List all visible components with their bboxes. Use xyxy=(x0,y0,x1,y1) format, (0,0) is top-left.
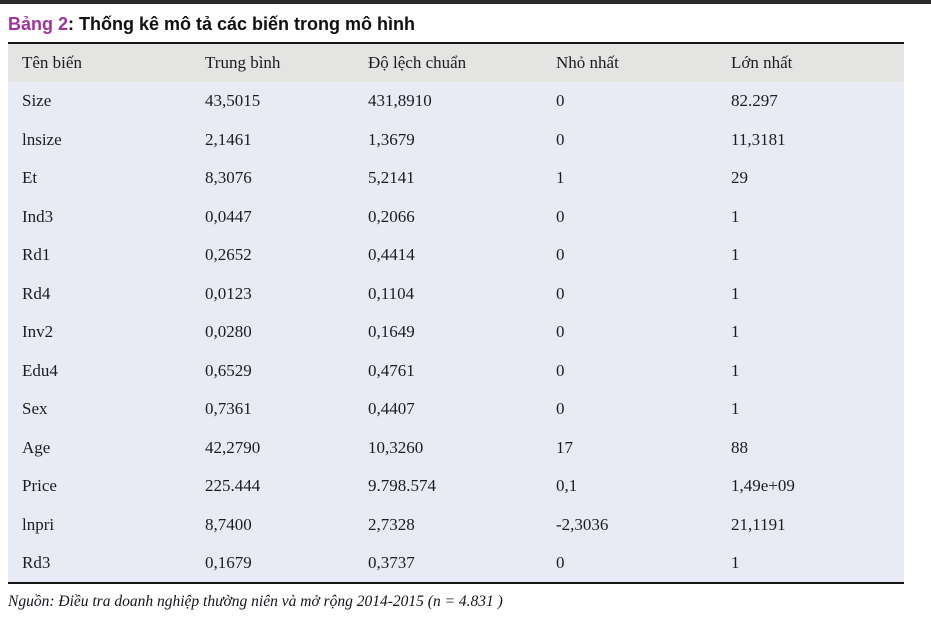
table-cell: 11,3181 xyxy=(731,129,786,149)
table-cell: 1 xyxy=(731,360,740,380)
table-cell: 0,4407 xyxy=(368,399,415,419)
table-cell: 2,7328 xyxy=(368,514,415,534)
table-cell: 1 xyxy=(731,322,740,342)
table-cell: 0 xyxy=(556,245,565,265)
table-cell: 9.798.574 xyxy=(368,476,436,496)
cell-variable-name: Ind3 xyxy=(22,206,54,226)
top-divider-bar xyxy=(0,0,931,4)
table-row: lnsize 2,1461 1,3679 0 11,3181 xyxy=(8,120,904,159)
table-cell: 1 xyxy=(556,168,565,188)
cell-variable-name: Rd3 xyxy=(22,552,51,572)
table-cell: 1 xyxy=(731,206,740,226)
table-cell: 0,3737 xyxy=(368,552,415,572)
table-body: Size 43,5015 431,8910 0 82.297 lnsize 2,1461 1,… xyxy=(8,82,904,583)
table-cell: 88 xyxy=(731,437,748,457)
table-header: Tên biến Trung bình Độ lệch chuẩn Nhỏ nhất L… xyxy=(8,43,904,82)
table-row: Edu4 0,6529 0,4761 0 1 xyxy=(8,351,904,390)
table-cell: 1 xyxy=(731,399,740,419)
cell-variable-name: Et xyxy=(22,168,38,188)
cell-variable-name: Price xyxy=(22,476,57,496)
table-row: Price 225.444 9.798.574 0,1 1,49e+09 xyxy=(8,467,904,506)
table-cell: 29 xyxy=(731,168,748,188)
table-cell: 0,6529 xyxy=(205,360,252,380)
table-cell: 42,2790 xyxy=(205,437,261,457)
table-row: Ind3 0,0447 0,2066 0 1 xyxy=(8,197,904,236)
table-cell: 0,0280 xyxy=(205,322,252,342)
table-cell: 0 xyxy=(556,399,565,419)
cell-variable-name: Age xyxy=(22,437,51,457)
column-header-3: Độ lệch chuẩn xyxy=(368,53,467,72)
table-cell: 1 xyxy=(731,283,740,303)
table-cell: 0 xyxy=(556,129,565,149)
table-cell: 0,1 xyxy=(556,476,578,496)
cell-variable-name: Sex xyxy=(22,399,48,419)
table-cell: 0 xyxy=(556,322,565,342)
column-header-5: Lớn nhất xyxy=(731,53,793,72)
table-cell: 8,7400 xyxy=(205,514,252,534)
table-cell: 1 xyxy=(731,552,740,572)
table-cell: -2,3036 xyxy=(556,514,609,534)
table-cell: 1,49e+09 xyxy=(731,476,795,496)
table-cell: 0,0123 xyxy=(205,283,252,303)
table-number-label: Bảng 2 xyxy=(8,14,69,34)
table-row: Rd3 0,1679 0,3737 0 1 xyxy=(8,544,904,583)
table-cell: 21,1191 xyxy=(731,514,786,534)
table-cell: 0,1649 xyxy=(368,322,415,342)
cell-variable-name: lnsize xyxy=(22,129,62,149)
cell-variable-name: Size xyxy=(22,91,52,111)
table-cell: 82.297 xyxy=(731,91,778,111)
table-row: Rd4 0,0123 0,1104 0 1 xyxy=(8,274,904,313)
column-header-1: Tên biến xyxy=(22,53,82,72)
cell-variable-name: lnpri xyxy=(22,514,55,534)
column-header-4: Nhỏ nhất xyxy=(556,53,619,72)
page-title: Bảng 2: Thống kê mô tả các biến trong mô… xyxy=(8,12,931,36)
descriptive-statistics-table: Tên biến Trung bình Độ lệch chuẩn Nhỏ nhất L… xyxy=(8,42,904,584)
table-cell: 0,0447 xyxy=(205,206,252,226)
table-cell: 1,3679 xyxy=(368,129,415,149)
cell-variable-name: Rd1 xyxy=(22,245,51,265)
table-cell: 0,2066 xyxy=(368,206,415,226)
table-row: Sex 0,7361 0,4407 0 1 xyxy=(8,390,904,429)
table-row: Age 42,2790 10,3260 17 88 xyxy=(8,428,904,467)
column-header-2: Trung bình xyxy=(205,53,281,72)
table-cell: 10,3260 xyxy=(368,437,424,457)
title-separator: : xyxy=(68,14,80,34)
table-cell: 0,2652 xyxy=(205,245,252,265)
title-text: Thống kê mô tả các biến trong mô hình xyxy=(79,14,416,34)
table-cell: 0 xyxy=(556,283,565,303)
table-cell: 0 xyxy=(556,206,565,226)
table-row: Inv2 0,0280 0,1649 0 1 xyxy=(8,313,904,352)
table-cell: 5,2141 xyxy=(368,168,415,188)
table-cell: 431,8910 xyxy=(368,91,432,111)
table-cell: 0,1104 xyxy=(368,283,415,303)
table-row: Et 8,3076 5,2141 1 29 xyxy=(8,159,904,198)
table-cell: 225.444 xyxy=(205,476,261,496)
table-cell: 0 xyxy=(556,360,565,380)
table-cell: 2,1461 xyxy=(205,129,252,149)
table-row: Rd1 0,2652 0,4414 0 1 xyxy=(8,236,904,275)
cell-variable-name: Inv2 xyxy=(22,322,54,342)
table-cell: 8,3076 xyxy=(205,168,252,188)
table-cell: 17 xyxy=(556,437,573,457)
table-cell: 0,7361 xyxy=(205,399,252,419)
table-cell: 0,1679 xyxy=(205,552,252,572)
table-cell: 0 xyxy=(556,91,565,111)
table-cell: 0,4761 xyxy=(368,360,415,380)
table-row: lnpri 8,7400 2,7328 -2,3036 21,1191 xyxy=(8,505,904,544)
table-cell: 1 xyxy=(731,245,740,265)
table-cell: 43,5015 xyxy=(205,91,261,111)
table-row: Size 43,5015 431,8910 0 82.297 xyxy=(8,82,904,121)
header-row: Tên biến Trung bình Độ lệch chuẩn Nhỏ nhất L… xyxy=(8,43,904,82)
cell-variable-name: Rd4 xyxy=(22,283,51,303)
table-cell: 0,4414 xyxy=(368,245,415,265)
cell-variable-name: Edu4 xyxy=(22,360,58,380)
table-cell: 0 xyxy=(556,552,565,572)
source-note: Nguồn: Điều tra doanh nghiệp thường niên… xyxy=(8,592,503,610)
